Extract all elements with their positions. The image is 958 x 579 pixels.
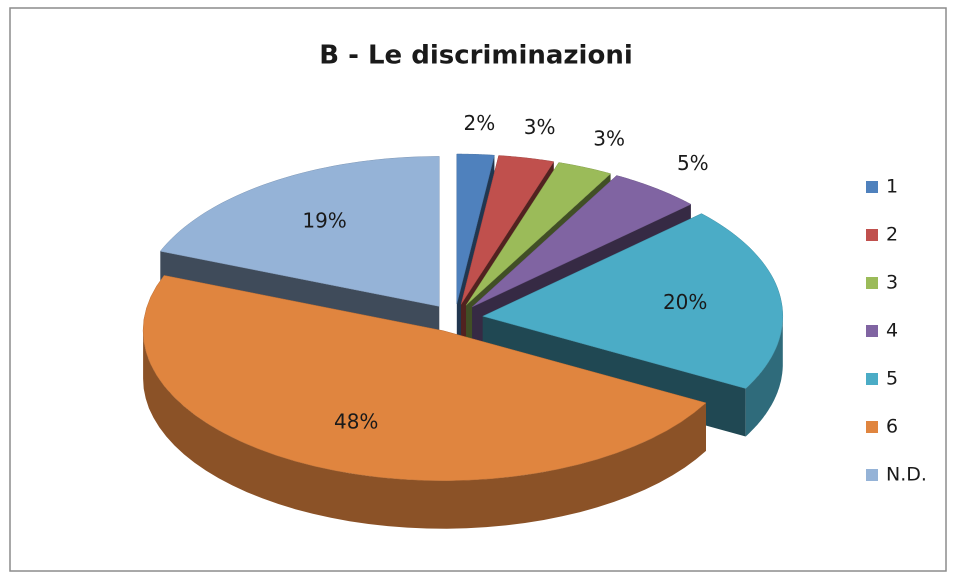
legend-label: 3 [886, 272, 898, 294]
slice-top [142, 275, 707, 481]
legend-label: 2 [886, 224, 898, 246]
pie-slice [142, 275, 707, 529]
data-label: 20% [663, 290, 707, 314]
slice-top [159, 156, 440, 307]
data-label: 2% [463, 111, 495, 135]
legend-swatch [866, 469, 878, 481]
data-label: 48% [334, 409, 378, 433]
chart-title: B - Le discriminazioni [319, 41, 633, 71]
legend-label: N.D. [886, 464, 927, 486]
legend-label: 1 [886, 176, 898, 198]
slice-top [465, 162, 612, 306]
slice-top [460, 155, 555, 305]
legend-swatch [866, 325, 878, 337]
legend-label: 4 [886, 320, 898, 342]
legend-swatch [866, 229, 878, 241]
slice-top [482, 213, 784, 389]
data-label: 3% [524, 115, 556, 139]
slice-wall [745, 316, 783, 437]
legend-swatch [866, 181, 878, 193]
legend-swatch [866, 277, 878, 289]
slice-top [456, 153, 495, 305]
legend-label: 5 [886, 368, 898, 390]
data-label: 19% [302, 209, 346, 233]
legend-label: 6 [886, 416, 898, 438]
slice-wall [143, 330, 707, 529]
data-label: 3% [593, 126, 625, 150]
legend-swatch [866, 421, 878, 433]
legend-swatch [866, 373, 878, 385]
data-label: 5% [677, 151, 709, 175]
slice-top [472, 175, 692, 308]
